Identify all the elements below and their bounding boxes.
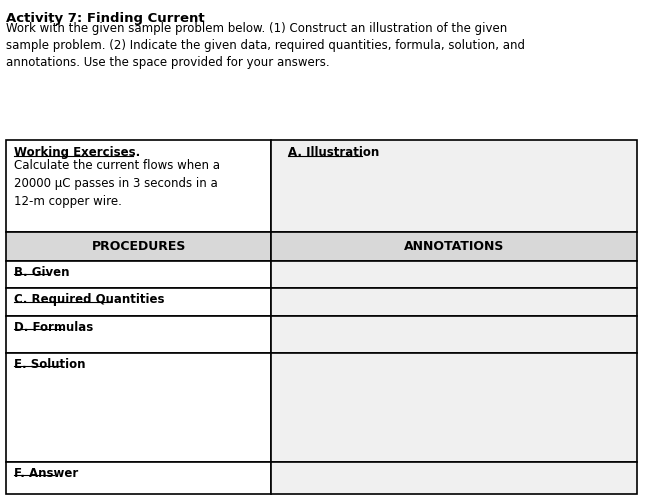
Text: C. Required Quantities: C. Required Quantities: [14, 293, 164, 306]
Bar: [272, 261, 638, 288]
Text: Working Exercises.: Working Exercises.: [14, 146, 140, 159]
Bar: [7, 462, 272, 494]
Text: A. Illustration: A. Illustration: [288, 146, 379, 159]
Text: D. Formulas: D. Formulas: [14, 320, 93, 333]
Text: Calculate the current flows when a
20000 µC passes in 3 seconds in a
12-m copper: Calculate the current flows when a 20000…: [14, 159, 220, 208]
Bar: [272, 315, 638, 353]
Text: ANNOTATIONS: ANNOTATIONS: [404, 240, 505, 253]
Bar: [272, 462, 638, 494]
Bar: [7, 353, 272, 462]
Bar: [7, 315, 272, 353]
Bar: [272, 288, 638, 315]
Bar: [272, 353, 638, 462]
Text: E. Solution: E. Solution: [14, 358, 86, 371]
Text: B. Given: B. Given: [14, 266, 70, 279]
Bar: [7, 140, 272, 232]
Text: PROCEDURES: PROCEDURES: [91, 240, 186, 253]
Text: F. Answer: F. Answer: [14, 467, 78, 480]
Bar: [7, 261, 272, 288]
Text: Activity 7: Finding Current: Activity 7: Finding Current: [7, 12, 205, 25]
Bar: [7, 232, 272, 261]
Bar: [272, 232, 638, 261]
Text: Work with the given sample problem below. (1) Construct an illustration of the g: Work with the given sample problem below…: [7, 22, 526, 69]
Bar: [7, 288, 272, 315]
Bar: [272, 140, 638, 232]
